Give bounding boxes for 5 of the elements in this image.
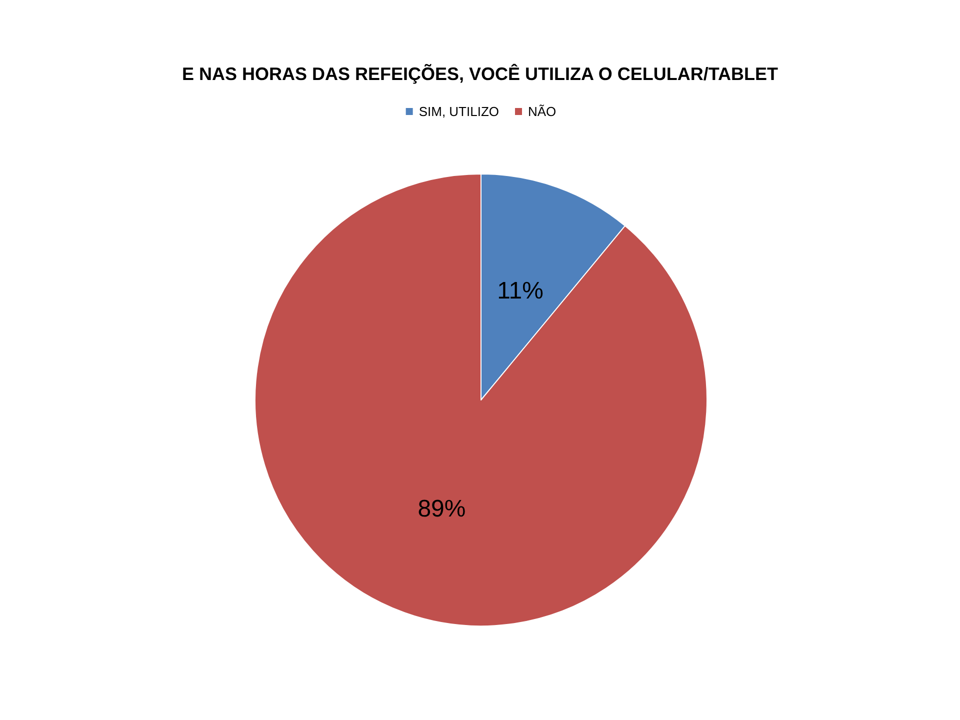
legend-label: SIM, UTILIZO (418, 104, 499, 119)
data-label: 11% (497, 277, 544, 304)
data-label: 89% (418, 496, 466, 523)
chart-title: E NAS HORAS DAS REFEIÇÕES, VOCÊ UTILIZA O CELULAR/TABLET (182, 63, 778, 84)
legend-label: NÃO (528, 104, 556, 119)
